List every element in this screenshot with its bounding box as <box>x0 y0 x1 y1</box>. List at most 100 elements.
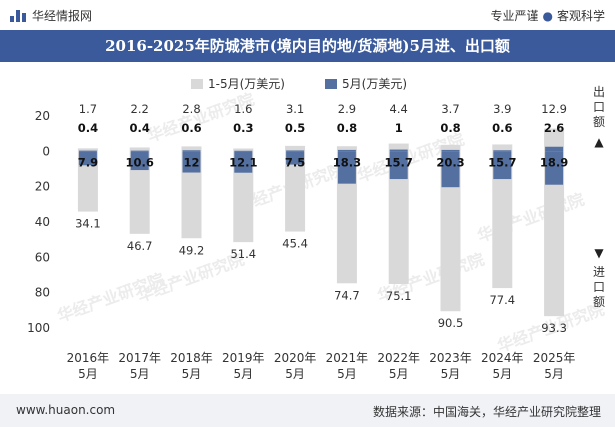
bar-ytd-import <box>544 151 565 317</box>
label-ytd-import: 77.4 <box>489 293 515 307</box>
bar-ytd-export <box>129 147 150 152</box>
label-may-export: 2.6 <box>544 121 564 135</box>
x-tick-label-year: 2024年 <box>481 351 524 365</box>
label-may-export: 1 <box>395 121 403 135</box>
label-ytd-export: 1.6 <box>234 102 252 116</box>
x-tick-label-month: 5月 <box>182 367 202 381</box>
label-may-export: 0.8 <box>337 121 357 135</box>
label-may-export: 0.5 <box>285 121 305 135</box>
x-tick-label-year: 2019年 <box>222 351 265 365</box>
x-tick-label-year: 2021年 <box>326 351 369 365</box>
y-tick-label: 20 <box>35 109 50 123</box>
label-may-import: 15.7 <box>385 155 413 169</box>
x-tick-label-month: 5月 <box>285 367 305 381</box>
chart-title: 2016-2025年防城港市(境内目的地/货源地)5月进、出口额 <box>0 30 615 62</box>
bar-may-export <box>130 150 149 152</box>
bar-may-export <box>337 149 356 152</box>
label-ytd-import: 49.2 <box>179 243 205 257</box>
label-ytd-import: 75.1 <box>386 289 412 303</box>
brand-name: 华经情报网 <box>32 9 93 23</box>
y-tick-label: 0 <box>42 144 50 158</box>
x-tick-label-year: 2020年 <box>274 351 317 365</box>
label-ytd-export: 3.7 <box>441 102 459 116</box>
label-ytd-export: 2.8 <box>182 102 200 116</box>
y-tick-label: 100 <box>27 321 50 335</box>
bar-may-import <box>130 151 149 171</box>
y-tick-label: 40 <box>35 215 50 229</box>
label-may-export: 0.3 <box>233 121 253 135</box>
x-tick-label-year: 2017年 <box>118 351 161 365</box>
label-may-import: 12 <box>183 155 199 169</box>
tagline-left: 专业严谨 <box>490 9 539 23</box>
x-tick-label-month: 5月 <box>441 367 461 381</box>
legend-label-ytd: 1-5月(万美元) <box>208 77 285 91</box>
label-ytd-export: 1.7 <box>79 102 97 116</box>
bar-may-import <box>234 151 253 173</box>
label-may-import: 18.3 <box>333 155 361 169</box>
bar-ytd-import <box>181 151 202 239</box>
bar-may-import <box>389 151 408 180</box>
import-axis-label-char: 额 <box>593 295 605 309</box>
bar-ytd-export <box>285 145 306 152</box>
watermark-text: 华经产业研究院 <box>145 90 257 146</box>
bar-ytd-export <box>233 148 254 152</box>
watermark-text: 华经产业研究院 <box>475 190 587 246</box>
x-tick-label-year: 2023年 <box>429 351 472 365</box>
bar-may-import <box>286 151 305 165</box>
footer-url: www.huaon.com <box>16 403 116 417</box>
export-up-arrow-icon: ▲ <box>594 135 604 149</box>
bar-ytd-export <box>77 148 98 152</box>
label-ytd-export: 2.2 <box>131 102 149 116</box>
bar-ytd-export <box>181 146 202 152</box>
bar-ytd-export <box>440 144 461 152</box>
bar-ytd-import <box>492 151 513 289</box>
x-tick-label-month: 5月 <box>337 367 357 381</box>
x-tick-label-month: 5月 <box>233 367 253 381</box>
bar-ytd-import <box>285 151 306 232</box>
bar-may-export <box>234 150 253 152</box>
bar-may-export <box>545 146 564 152</box>
legend-label-may: 5月(万美元) <box>342 77 407 91</box>
x-tick-label-year: 2016年 <box>67 351 110 365</box>
bar-ytd-export <box>336 146 357 152</box>
bar-chart-icon <box>10 9 26 22</box>
bar-may-export <box>78 150 97 152</box>
label-may-export: 0.4 <box>130 121 150 135</box>
bar-ytd-export <box>544 128 565 152</box>
bar-ytd-export <box>388 143 409 152</box>
x-tick-label-month: 5月 <box>130 367 150 381</box>
label-may-import: 20.3 <box>436 155 464 169</box>
label-may-import: 18.9 <box>540 155 568 169</box>
label-may-import: 10.6 <box>126 155 154 169</box>
footer: www.huaon.com 数据来源：中国海关，华经产业研究院整理 <box>0 394 615 427</box>
bar-may-import <box>337 151 356 184</box>
bar-may-export <box>182 150 201 152</box>
dot-icon: ● <box>542 9 553 23</box>
footer-source: 数据来源：中国海关，华经产业研究院整理 <box>372 405 601 419</box>
bar-may-export <box>286 150 305 152</box>
label-may-export: 0.4 <box>78 121 98 135</box>
bar-may-export <box>441 149 460 152</box>
label-ytd-export: 2.9 <box>338 102 356 116</box>
x-tick-label-year: 2018年 <box>170 351 213 365</box>
tagline-right: 客观科学 <box>556 9 605 23</box>
bar-ytd-import <box>77 151 98 212</box>
bar-may-export <box>389 149 408 152</box>
label-ytd-import: 74.7 <box>334 288 360 302</box>
bar-may-import <box>545 151 564 185</box>
label-may-export: 0.6 <box>181 121 201 135</box>
bar-may-import <box>78 151 97 166</box>
top-bar: 华经情报网 专业严谨 ● 客观科学 <box>0 0 615 30</box>
bar-may-export <box>493 150 512 152</box>
bar-ytd-import <box>440 151 461 312</box>
x-tick-label-month: 5月 <box>492 367 512 381</box>
label-may-import: 12.1 <box>229 155 257 169</box>
label-may-export: 0.6 <box>492 121 512 135</box>
bar-ytd-import <box>388 151 409 285</box>
export-axis-label-char: 出 <box>593 85 605 99</box>
label-ytd-import: 45.4 <box>282 237 308 251</box>
export-axis-label-char: 额 <box>593 115 605 129</box>
bar-may-import <box>441 151 460 188</box>
label-ytd-export: 4.4 <box>390 102 408 116</box>
bar-may-import <box>182 151 201 173</box>
